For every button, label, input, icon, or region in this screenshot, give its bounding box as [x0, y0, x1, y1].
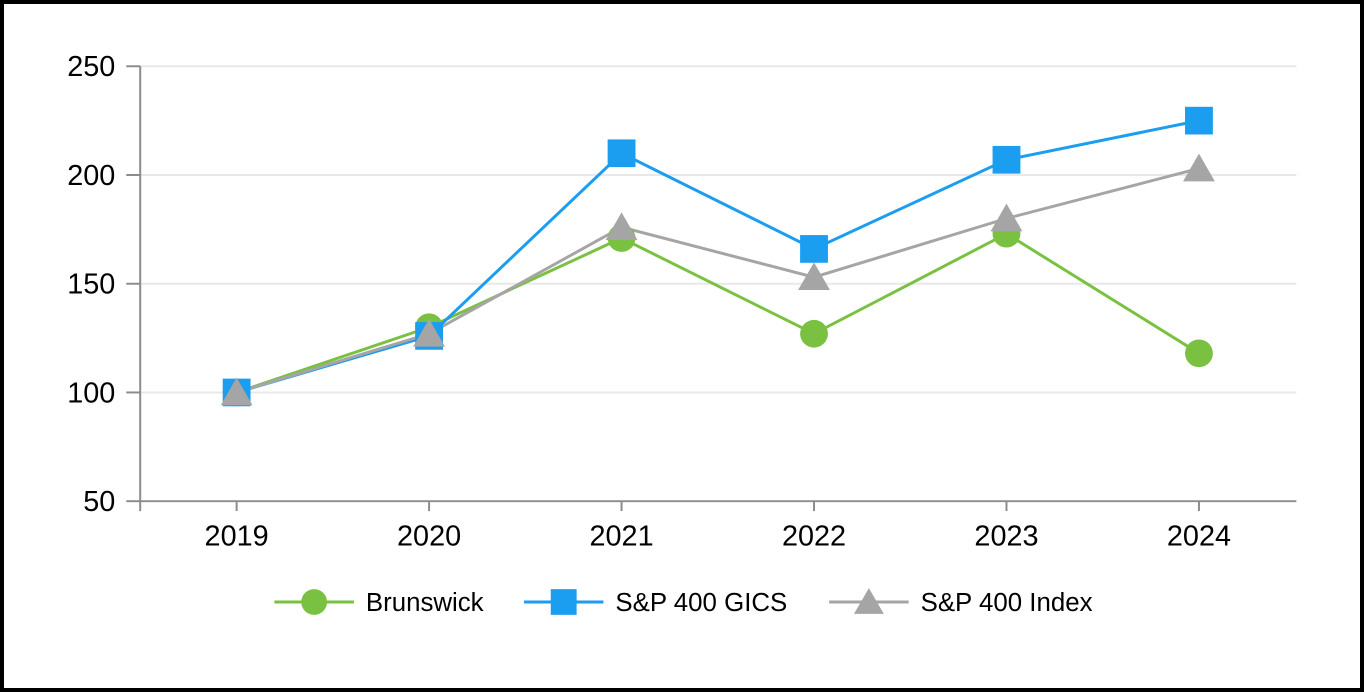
series-line-s-p-400-index	[236, 167, 1200, 394]
legend-label-s-p-400-gics: S&P 400 GICS	[615, 589, 787, 617]
marker-s-p-400-index-2021	[605, 212, 638, 241]
series-line-s-p-400-gics	[236, 119, 1200, 394]
marker-brunswick-2022	[800, 319, 828, 348]
marker-brunswick-2024	[1185, 339, 1213, 368]
x-tick-label: 2024	[1167, 521, 1231, 553]
marker-s-p-400-gics-2022	[800, 235, 828, 263]
x-tick-label: 2019	[205, 521, 269, 553]
marker-s-p-400-index-2019	[220, 377, 253, 406]
marker-s-p-400-gics-2023	[992, 145, 1021, 174]
y-tick-label: 150	[67, 269, 115, 301]
x-tick-label: 2023	[974, 521, 1038, 553]
legend-marker-s-p-400-index	[853, 588, 884, 614]
marker-s-p-400-gics-2024	[1185, 106, 1213, 135]
marker-s-p-400-gics-2021	[607, 139, 636, 168]
marker-s-p-400-index-2023	[990, 203, 1023, 232]
x-tick-label: 2020	[397, 521, 461, 553]
y-tick-label: 100	[67, 377, 115, 409]
marker-s-p-400-index-2024	[1183, 153, 1215, 182]
series-line-brunswick	[236, 232, 1200, 394]
legend-label-s-p-400-index: S&P 400 Index	[921, 589, 1093, 617]
legend-marker-s-p-400-gics	[550, 589, 577, 615]
marker-s-p-400-index-2022	[798, 262, 830, 291]
x-tick-label: 2022	[782, 521, 846, 553]
legend-marker-brunswick	[301, 589, 328, 615]
y-tick-label: 200	[67, 160, 115, 192]
marker-s-p-400-index-2020	[413, 318, 445, 347]
legend-label-brunswick: Brunswick	[366, 589, 484, 617]
chart-canvas: 50 100 150 200 250 2019 2020 2021 2022 2023 2024 Br…	[67, 51, 1297, 617]
x-tick-label: 2021	[589, 521, 653, 553]
y-tick-label: 250	[67, 51, 115, 83]
y-tick-label: 50	[83, 486, 115, 518]
